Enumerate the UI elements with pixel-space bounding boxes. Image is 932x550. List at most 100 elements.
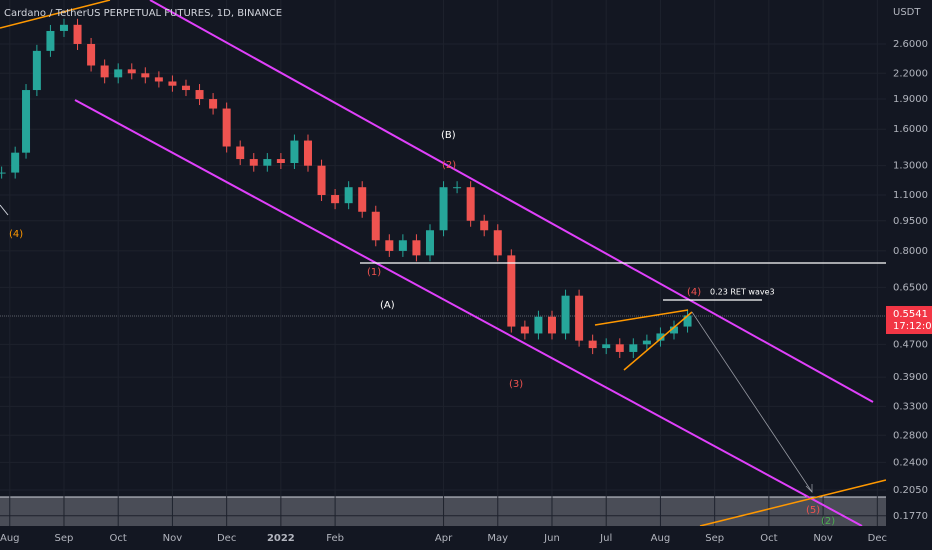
y-tick-label: 0.4700: [893, 339, 928, 350]
candle: [669, 326, 678, 334]
time-axis: [0, 526, 932, 550]
candle: [358, 187, 367, 212]
candle: [22, 90, 31, 153]
wave-label: (1): [367, 267, 381, 278]
countdown: 17:12:08: [893, 321, 932, 332]
wave-label: (3): [509, 379, 523, 390]
candle: [276, 159, 285, 164]
candle: [385, 240, 394, 251]
y-tick-label: 0.2400: [893, 457, 928, 468]
candle: [249, 159, 258, 166]
candle: [154, 77, 163, 82]
x-tick-label: Dec: [217, 533, 236, 544]
candle: [11, 152, 20, 173]
candle: [683, 315, 692, 327]
candle: [493, 230, 502, 256]
y-tick-label: 1.6000: [893, 124, 928, 135]
candle: [141, 73, 150, 78]
x-tick-label: Jul: [599, 533, 612, 544]
candle: [629, 344, 638, 352]
candle: [480, 220, 489, 231]
wave-label: (2): [821, 516, 835, 527]
candle: [32, 50, 41, 91]
candle: [575, 295, 584, 341]
x-tick-label: Apr: [435, 533, 453, 544]
candle: [290, 140, 299, 164]
candle: [59, 24, 68, 31]
trend-line: [699, 479, 887, 527]
y-tick-label: 0.8000: [893, 246, 928, 257]
candle: [507, 255, 516, 327]
candle: [209, 99, 218, 109]
channel-upper: [149, 0, 874, 403]
x-tick-label: Dec: [868, 533, 887, 544]
candle: [317, 165, 326, 196]
y-tick-label: 1.9000: [893, 94, 928, 105]
channel-lower: [74, 99, 863, 527]
x-tick-label: Nov: [813, 533, 833, 544]
candle: [0, 172, 6, 174]
y-tick-label: 2.6000: [893, 39, 928, 50]
x-tick-label: Aug: [0, 533, 20, 544]
x-tick-label: Feb: [326, 533, 344, 544]
axes: 2.6000 2.2000 1.9000 1.6000 1.3000 1.1000 0.95…: [0, 39, 928, 544]
x-tick-label: May: [487, 533, 508, 544]
candle: [371, 211, 380, 241]
candle: [547, 316, 556, 334]
wedge-upper: [594, 309, 689, 326]
candle: [303, 140, 312, 166]
candle: [100, 65, 109, 78]
x-tick-label: Oct: [760, 533, 777, 544]
projection-arrow: [691, 311, 813, 493]
candle: [331, 195, 340, 204]
candle: [466, 187, 475, 221]
y-tick-label: 0.3900: [893, 372, 928, 383]
y-tick-label: 0.2050: [893, 485, 928, 496]
y-axis-label: USDT: [893, 7, 921, 18]
x-tick-label: Sep: [705, 533, 724, 544]
y-tick-label: 2.2000: [893, 68, 928, 79]
wave-label: (4): [9, 229, 23, 240]
candle: [236, 146, 245, 160]
candle: [453, 187, 462, 189]
candle: [195, 90, 204, 100]
candle: [114, 69, 123, 78]
candles: [0, 18, 692, 358]
wave-label: (B): [441, 130, 456, 141]
candle: [534, 316, 543, 334]
wave-label: (5): [806, 505, 820, 516]
y-tick-label: 0.6500: [893, 282, 928, 293]
candle: [127, 69, 136, 74]
x-tick-label: Aug: [651, 533, 671, 544]
candle: [642, 340, 651, 345]
y-tick-label: 1.3000: [893, 161, 928, 172]
last-price: 0.5541: [893, 309, 928, 320]
trend-line: [0, 0, 111, 29]
y-tick-label: 0.3300: [893, 401, 928, 412]
y-tick-label: 0.1770: [893, 511, 928, 522]
x-tick-label: Sep: [55, 533, 74, 544]
support-zone: [0, 497, 886, 526]
wave-label: (A): [380, 300, 395, 311]
arrow-head: [805, 484, 813, 493]
trend-line: [0, 204, 9, 216]
candle: [602, 344, 611, 349]
candle: [87, 43, 96, 66]
candle: [181, 85, 190, 91]
wedge-lower: [623, 311, 693, 371]
candle: [46, 30, 55, 51]
candle: [439, 187, 448, 231]
candle: [520, 326, 529, 334]
candle: [222, 108, 231, 147]
candle: [588, 340, 597, 349]
candle: [561, 295, 570, 334]
candle: [425, 230, 434, 256]
x-tick-label: Oct: [110, 533, 127, 544]
wave-label: (4): [687, 287, 701, 298]
candle: [412, 240, 421, 256]
last-price-box: [886, 306, 932, 334]
wave-label: (2): [442, 160, 456, 171]
y-tick-label: 1.1000: [893, 190, 928, 201]
